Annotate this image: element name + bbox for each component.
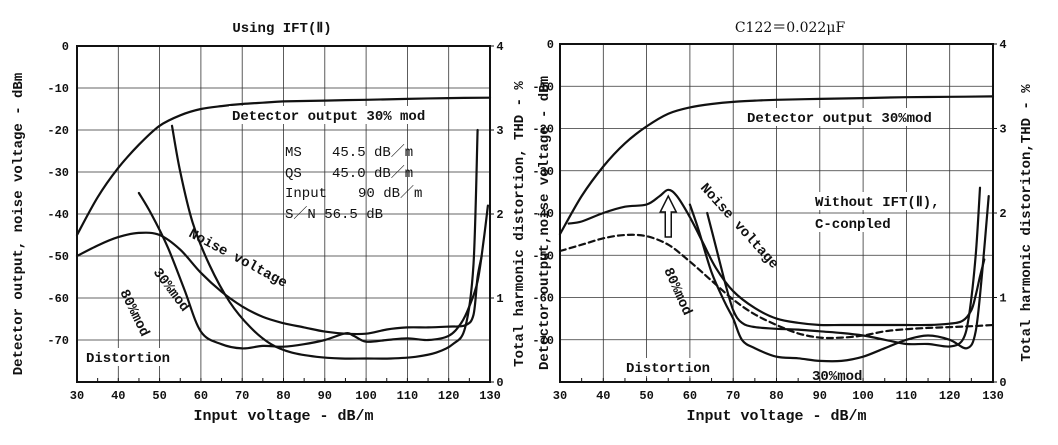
y-right-tick-label: 1 (496, 292, 503, 306)
y-left-tick-label: 0 (62, 40, 69, 54)
curve-label-detector: Detector output 30%mod (747, 111, 932, 127)
x-tick-label: 70 (235, 389, 249, 403)
info-qs-label: QS (285, 166, 302, 182)
label-bg (229, 106, 433, 124)
y-left-axis-label: Detector output, noise voltage - dBm (11, 73, 27, 375)
info-sn: S／N 56.5 dB (285, 206, 383, 223)
curve-label-noise: Noise voltage (696, 181, 781, 273)
x-tick-label: 50 (152, 389, 166, 403)
series-line-30-mod (170, 124, 479, 360)
y-left-tick-label: -30 (532, 165, 554, 179)
x-axis-label: Input voltage - dB/m (193, 408, 373, 425)
series-group (558, 95, 995, 363)
chart-title: Using IFT(Ⅱ) (232, 21, 331, 37)
series-line-noise-voltage (75, 231, 483, 336)
y-left-tick-label: -60 (47, 292, 69, 306)
curve-label-distortion: Distortion (626, 361, 710, 377)
x-tick-label: 130 (479, 389, 501, 403)
info-ms-label: MS (285, 145, 302, 161)
curve-label-detector: Detector output 30% mod (232, 109, 425, 125)
y-left-tick-label: -20 (532, 123, 554, 137)
y-right-tick-label: 2 (999, 207, 1006, 221)
info-input-label: Input (285, 186, 327, 202)
curve-label-mod30: 30%mod (812, 369, 862, 385)
grid (559, 43, 994, 382)
arrow-icon (659, 194, 678, 238)
y-right-tick-label: 3 (999, 123, 1006, 137)
y-left-tick-label: -40 (47, 208, 69, 222)
series-line-80-mod (706, 186, 982, 348)
x-tick-label: 50 (639, 389, 653, 403)
curve-label-mod80: 80%mod (116, 287, 152, 339)
x-tick-label: 80 (276, 389, 290, 403)
x-tick-label: 100 (852, 389, 874, 403)
y-left-tick-label: -60 (532, 292, 554, 306)
info-box: MS 45.5 dB／m QS 45.0 dB／m Input 90 dB／m S／N 56… (285, 144, 422, 223)
x-tick-label: 30 (70, 389, 84, 403)
y-left-axis-label: Detector output,noise voltage - dBm (537, 76, 553, 370)
y-left-tick-label: -10 (47, 82, 69, 96)
curve-label-distortion: Distortion (86, 351, 170, 367)
y-left-tick-label: -50 (47, 250, 69, 264)
curve-label-without_line2: C-conpled (815, 217, 891, 233)
series-line-80-mod (137, 191, 489, 350)
x-tick-label: 60 (683, 389, 697, 403)
y-left-tick-label: -70 (532, 334, 554, 348)
x-tick-label: 110 (896, 389, 918, 403)
info-ms-value: 45.5 dB／m (332, 144, 413, 161)
series-line-noise-voltage (567, 188, 986, 327)
label-bg (623, 358, 715, 376)
chart-title: C122＝0.022μF (735, 20, 846, 36)
y-right-axis-label: Total harmonic distortion, THD - % (512, 81, 528, 367)
y-right-tick-label: 2 (496, 208, 503, 222)
series-line-noise-voltage-without-ift-c-conpled (558, 233, 995, 340)
x-tick-label: 90 (318, 389, 332, 403)
series-line-detector-output-30-mod (75, 96, 492, 237)
x-tick-label: 100 (355, 389, 377, 403)
chart-left: 30 40 50 60 70 80 90 100 110 120 1300-10-20-30-40-… (11, 21, 528, 425)
curve-label-mod80: 80%mod (659, 266, 694, 319)
y-left-tick-label: -10 (532, 80, 554, 94)
series-line-detector-output-30-mod (558, 95, 995, 236)
x-tick-label: 30 (553, 389, 567, 403)
y-right-tick-label: 3 (496, 124, 503, 138)
y-left-tick-label: -50 (532, 249, 554, 263)
y-left-tick-label: -20 (47, 124, 69, 138)
label-bg (812, 192, 947, 210)
info-input-value: 90 dB／m (358, 185, 422, 202)
series-group (75, 96, 492, 360)
label-bg (744, 108, 940, 126)
x-axis-label: Input voltage - dB/m (686, 408, 866, 425)
y-left-tick-label: -30 (47, 166, 69, 180)
y-left-tick-label: -40 (532, 207, 554, 221)
x-tick-label: 120 (438, 389, 460, 403)
label-bg (812, 214, 896, 232)
curve-label-without_line1: Without IFT(Ⅱ), (815, 195, 940, 211)
label-bg (83, 348, 175, 366)
x-tick-label: 40 (111, 389, 125, 403)
x-tick-label: 120 (939, 389, 961, 403)
x-tick-label: 70 (726, 389, 740, 403)
chart-right: 30 40 50 60 70 80 90 100 110 120 1300-10-20-30-40-… (532, 20, 1035, 425)
y-right-tick-label: 1 (999, 292, 1006, 306)
x-tick-label: 40 (596, 389, 610, 403)
series-line-30-mod (688, 195, 990, 363)
info-qs-value: 45.0 dB／m (332, 165, 413, 182)
x-tick-label: 80 (769, 389, 783, 403)
x-tick-label: 130 (982, 389, 1004, 403)
x-tick-label: 110 (397, 389, 419, 403)
y-left-tick-label: -70 (47, 334, 69, 348)
y-right-tick-label: 4 (999, 38, 1006, 52)
x-tick-label: 60 (194, 389, 208, 403)
y-left-tick-label: 0 (547, 38, 554, 52)
y-right-tick-label: 0 (496, 376, 503, 390)
y-right-tick-label: 0 (999, 376, 1006, 390)
y-right-axis-label: Total harmonic distoriton,THD - % (1019, 84, 1035, 362)
x-tick-label: 90 (813, 389, 827, 403)
y-right-tick-label: 4 (496, 40, 503, 54)
